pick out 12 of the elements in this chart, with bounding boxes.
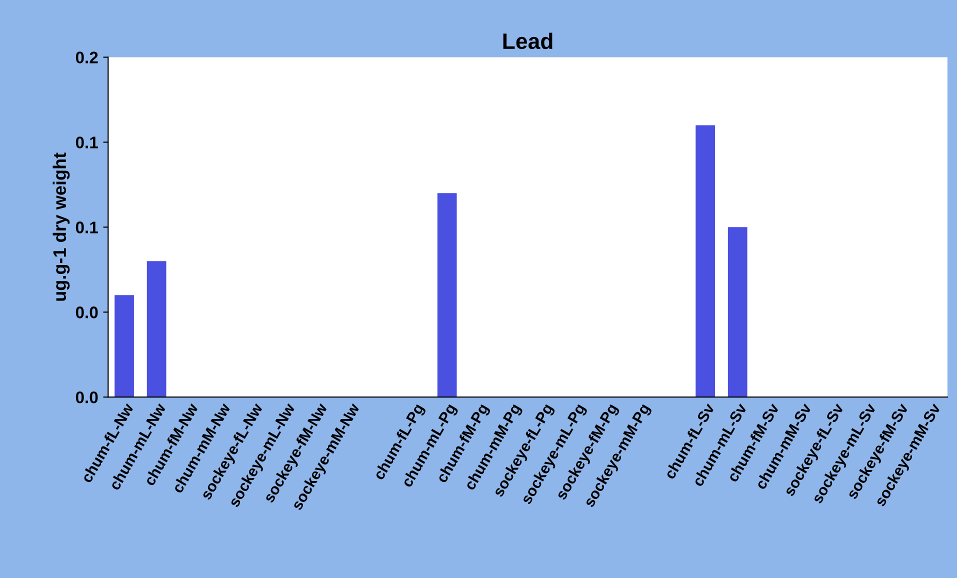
y-tick-label: 0.1 (76, 136, 98, 148)
y-axis-title: ug.g-1 dry weight (52, 152, 70, 301)
bar (146, 261, 166, 398)
bar (437, 193, 457, 398)
chart-title: Lead (503, 32, 552, 50)
y-tick-label: 0.0 (76, 391, 98, 404)
bar (696, 125, 716, 398)
y-tick-label: 0.0 (76, 306, 98, 318)
y-tick-label: 0.2 (76, 52, 98, 64)
bar (114, 295, 134, 398)
y-tick-label: 0.1 (76, 222, 98, 234)
bar (728, 227, 748, 398)
